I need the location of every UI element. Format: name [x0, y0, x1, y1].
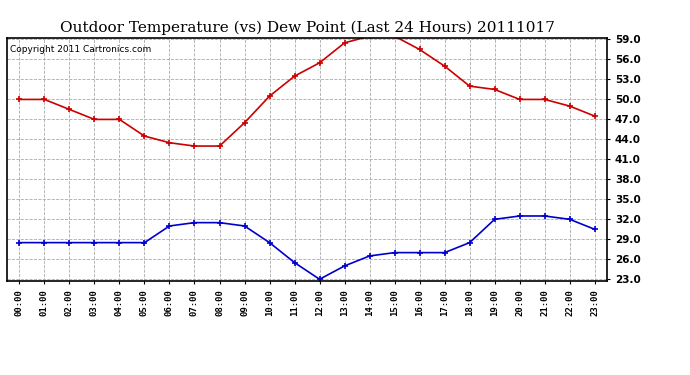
Text: Copyright 2011 Cartronics.com: Copyright 2011 Cartronics.com — [10, 45, 151, 54]
Title: Outdoor Temperature (vs) Dew Point (Last 24 Hours) 20111017: Outdoor Temperature (vs) Dew Point (Last… — [59, 21, 555, 35]
